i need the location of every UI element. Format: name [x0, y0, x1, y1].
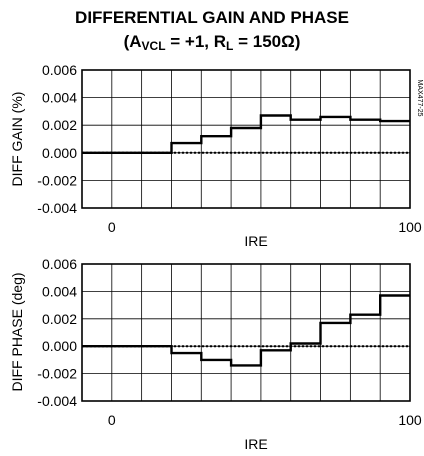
x-tick-label: 0 [108, 219, 116, 235]
y-tick-label: 0.000 [42, 145, 77, 161]
y-axis-label: DIFF GAIN (%) [9, 92, 25, 187]
y-tick-label: 0.002 [42, 117, 77, 133]
series-line-gain [82, 114, 410, 154]
y-tick-label: 0.002 [42, 311, 77, 327]
x-axis-label: IRE [244, 233, 267, 249]
x-tick-label: 100 [398, 412, 422, 428]
subtitle-prefix: (A [123, 32, 142, 51]
y-tick-label: -0.002 [37, 366, 77, 382]
y-tick-label: 0.006 [42, 256, 77, 272]
plot-frame [81, 263, 411, 402]
x-tick-label: 100 [398, 219, 422, 235]
y-tick-label: -0.004 [37, 200, 77, 216]
subtitle-middle: = +1, R [165, 32, 227, 51]
y-tick-label: 0.006 [42, 62, 77, 78]
chart-title: DIFFERENTIAL GAIN AND PHASE [75, 8, 349, 27]
y-tick-label: 0.004 [42, 283, 77, 299]
subtitle-suffix: = 150Ω) [233, 32, 301, 51]
y-tick-label: 0.000 [42, 338, 77, 354]
y-tick-label: -0.002 [37, 172, 77, 188]
figure-code-label: MAX477-25 [416, 80, 423, 117]
y-axis-label: DIFF PHASE (deg) [9, 272, 25, 391]
chart-subtitle: (AVCL = +1, RL = 150Ω) [0, 32, 424, 53]
x-axis-label: IRE [244, 436, 267, 452]
series-line-phase [82, 294, 410, 367]
subtitle-sub-l: L [226, 39, 234, 53]
y-tick-label: -0.004 [37, 393, 77, 409]
plot-frame [81, 69, 411, 209]
subtitle-sub-vcl: VCL [141, 39, 166, 53]
y-tick-label: 0.004 [42, 90, 77, 106]
x-tick-label: 0 [108, 412, 116, 428]
